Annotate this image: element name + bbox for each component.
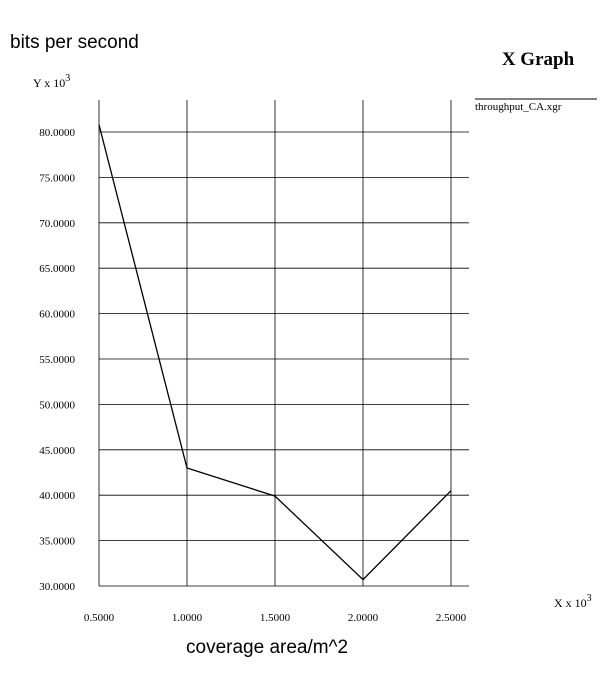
series-layer: [98, 124, 452, 581]
y-axis-tag-base: Y x 10: [33, 76, 65, 90]
y-tick-label: 35.0000: [39, 536, 75, 548]
y-tick-label: 45.0000: [39, 445, 75, 457]
x-tick-label: 0.5000: [84, 612, 115, 624]
outer-x-axis-label: coverage area/m^2: [186, 637, 349, 658]
tick-labels: 30.0000 35.0000 40.0000 45.0000 50.0000 55.00…: [39, 127, 466, 624]
outer-y-axis-label: bits per second: [10, 32, 139, 53]
x-axis-tag-exponent: 3: [587, 593, 592, 604]
x-axis-tag: X x 103: [554, 593, 592, 610]
x-tick-label: 1.5000: [260, 612, 291, 624]
y-tick-label: 40.0000: [39, 490, 75, 502]
y-tick-label: 70.0000: [39, 218, 75, 230]
x-tick-label: 2.5000: [436, 612, 467, 624]
grid: [98, 100, 469, 587]
y-axis-tag-exponent: 3: [65, 73, 70, 84]
series-line: [98, 124, 452, 581]
legend-entry: throughput_CA.xgr: [475, 101, 562, 113]
y-tick-label: 60.0000: [39, 309, 75, 321]
y-tick-label: 80.0000: [39, 127, 75, 139]
y-tick-label: 30.0000: [39, 581, 75, 593]
chart-title: X Graph: [502, 49, 575, 70]
x-tick-label: 1.0000: [172, 612, 203, 624]
y-axis-tag: Y x 103: [33, 73, 70, 90]
y-tick-label: 50.0000: [39, 399, 75, 411]
y-tick-label: 55.0000: [39, 354, 75, 366]
y-tick-label: 65.0000: [39, 263, 75, 275]
y-tick-label: 75.0000: [39, 172, 75, 184]
x-tick-label: 2.0000: [348, 612, 379, 624]
x-axis-tag-base: X x 10: [554, 596, 587, 610]
